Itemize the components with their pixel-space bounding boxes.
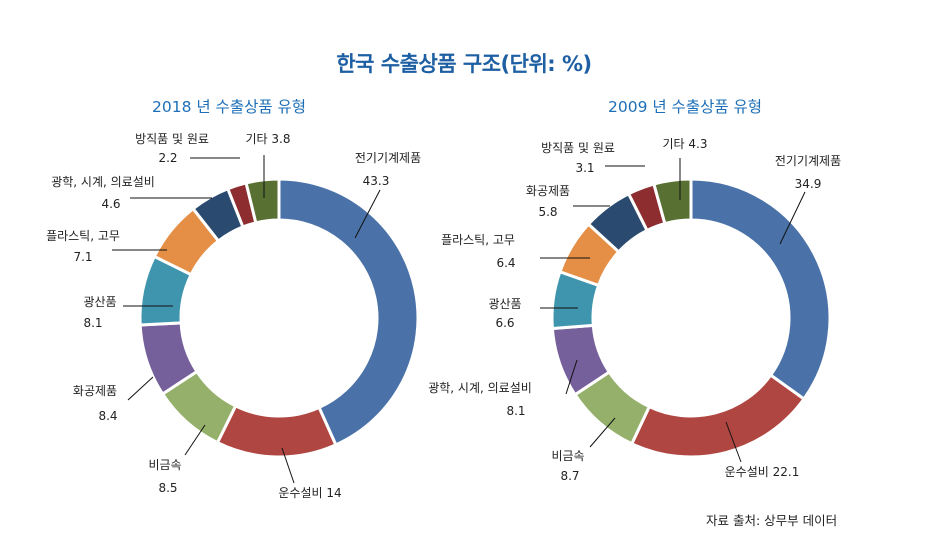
- slice-label: 비금속: [148, 458, 181, 472]
- slice-value-label: 7.1: [73, 250, 92, 264]
- leader-line: [589, 417, 616, 448]
- slice-label: 플라스틱, 고무: [46, 229, 120, 243]
- donut-chart-1: 전기기계제품 34.9 운수설비 22.1 비금속 8.7 광학, 시계, 의료설비 8.1…: [428, 137, 841, 483]
- slice-label: 비금속: [551, 449, 584, 463]
- slice-label: 광학, 시계, 의료설비: [51, 175, 155, 189]
- slice-label: 전기기계제품: [355, 151, 421, 165]
- slice-value-label: 8.1: [506, 404, 525, 418]
- leader-line: [725, 421, 742, 463]
- page-title: 한국 수출상품 구조(단위: %): [336, 52, 592, 76]
- slice-label: 광학, 시계, 의료설비: [428, 381, 532, 395]
- slice-label: 기타 3.8: [246, 132, 291, 146]
- slice-label: 운수설비 22.1: [725, 465, 800, 479]
- slice-value-label: 5.8: [538, 205, 557, 219]
- slice-label: 운수설비 14: [278, 486, 341, 500]
- slice-value-label: 2.2: [158, 151, 177, 165]
- leader-line: [779, 191, 806, 245]
- leader-line: [354, 189, 381, 239]
- slice-label: 광산품: [488, 297, 521, 311]
- slice-value-label: 8.5: [158, 481, 177, 495]
- slice-label: 방직품 및 원료: [541, 141, 615, 155]
- donut-slice: [244, 177, 281, 225]
- slice-value-label: 43.3: [363, 174, 390, 188]
- leader-line: [565, 359, 578, 395]
- leader-line: [281, 447, 295, 484]
- donut-chart-0: 전기기계제품 43.3 운수설비 14 비금속 8.5 화공제품 8.4 광산품 8.1 플라스틱…: [46, 132, 421, 500]
- slice-value-label: 34.9: [795, 177, 822, 191]
- slice-value-label: 8.1: [83, 316, 102, 330]
- slice-value-label: 8.4: [98, 409, 117, 423]
- slice-label: 방직품 및 원료: [135, 132, 209, 146]
- donut-slice: [277, 177, 420, 447]
- slice-value-label: 4.6: [101, 197, 120, 211]
- slice-value-label: 3.1: [575, 161, 594, 175]
- donut-slice: [629, 373, 807, 459]
- slice-label: 화공제품: [526, 184, 570, 198]
- slice-value-label: 8.7: [560, 469, 579, 483]
- donut-slice: [215, 403, 338, 459]
- leader-line: [184, 424, 206, 456]
- leader-line: [127, 376, 154, 401]
- slice-label: 광산품: [83, 295, 116, 309]
- donut-slice: [689, 177, 832, 402]
- slice-label: 화공제품: [73, 384, 117, 398]
- slice-label: 전기기계제품: [775, 154, 841, 168]
- chart-2009-title: 2009 년 수출상품 유형: [608, 98, 763, 116]
- chart-2018-title: 2018 년 수출상품 유형: [152, 98, 307, 116]
- slice-value-label: 6.6: [495, 316, 514, 330]
- slice-label: 플라스틱, 고무: [441, 233, 515, 247]
- source-note: 자료 출처: 상무부 데이터: [706, 513, 838, 528]
- slice-label: 기타 4.3: [663, 137, 708, 151]
- donut-slice: [652, 177, 693, 226]
- slice-value-label: 6.4: [496, 256, 515, 270]
